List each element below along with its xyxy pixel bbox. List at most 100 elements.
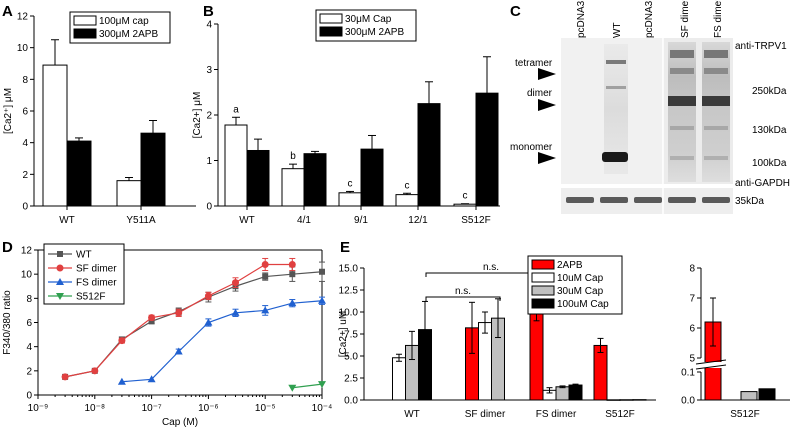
e-legend-swatch (531, 272, 555, 283)
d-x-tick-label: 10⁻⁷ (142, 403, 162, 414)
d-y-tick-label: 8 (26, 294, 32, 305)
e-y-axis-label: [Ca2+] uM (338, 311, 349, 357)
chart-b: 0 1 2 3 4 WT a 4/1 b 9/1 c 12/1 c S512F c [Ca2+] μM 30μM… (192, 9, 500, 226)
b-bar (475, 92, 499, 207)
d-x-tick-label: 10⁻⁹ (28, 403, 49, 414)
b-bar (417, 103, 441, 207)
b-bar (338, 192, 362, 207)
b-y-tick-label: 4 (206, 20, 212, 31)
d-legend-marker (57, 251, 63, 257)
b-bar (246, 149, 270, 207)
a-legend-label: 100μM cap (99, 16, 149, 27)
band-sf-mid (670, 126, 694, 130)
a-bar (42, 64, 68, 207)
panel-label-e: E (340, 239, 350, 256)
d-y-tick-label: 4 (26, 342, 32, 353)
e-bar (568, 384, 583, 401)
d-series-line (121, 300, 323, 383)
e-bar (555, 386, 570, 401)
band-sf-dimer (668, 96, 696, 106)
e-bar (593, 344, 608, 401)
b-bar (360, 148, 384, 207)
d-x-tick-label: 10⁻⁸ (84, 403, 105, 414)
d-data-point (147, 375, 156, 383)
e-inset-y-tick-label: 7 (689, 294, 695, 305)
a-x-tick-label: WT (59, 215, 75, 226)
e-ns-label: n.s. (455, 286, 471, 297)
d-y-tick-label: 10 (21, 270, 33, 281)
e-inset-bar-30cap (740, 391, 758, 401)
chart-e: 0.0 2.5 5.0 7.5 10.0 12.5 15.0 WT SF dimer FS dim… (338, 255, 790, 420)
b-legend-label: 30μM Cap (345, 14, 392, 25)
e-ns-label: n.s. (483, 262, 499, 273)
e-y-tick-label: 10.0 (339, 308, 359, 319)
e-inset-bar-100cap (758, 388, 776, 401)
e-inset-y-tick-label: 8 (689, 264, 695, 275)
e-y-tick-label: 2.5 (344, 374, 358, 385)
d-x-tick-label: 10⁻⁵ (255, 403, 276, 414)
b-y-tick-label: 0 (206, 202, 212, 213)
a-legend-label: 300μM 2APB (99, 29, 158, 40)
d-y-tick-label: 0 (26, 391, 32, 402)
d-data-point (289, 271, 296, 278)
chart-a: 0 2 4 6 8 10 12 WT Y511A [Ca2⁺] μM 100μM cap 300μM … (3, 11, 196, 226)
e-bar (478, 322, 492, 401)
e-y-tick-label: 7.5 (344, 330, 358, 341)
d-data-point (288, 261, 296, 268)
panel-label-b: B (203, 3, 214, 20)
panel-label-a: A (2, 3, 13, 20)
e-inset-break-mark (695, 364, 727, 370)
b-x-tick-label: WT (239, 215, 255, 226)
e-ns-bracket (425, 296, 501, 301)
e-legend-label: 100uM Cap (557, 299, 609, 310)
b-significance-letter: a (233, 104, 239, 115)
e-bar (392, 357, 406, 401)
a-bar (140, 132, 166, 207)
b-x-tick-label: 12/1 (408, 215, 428, 226)
band-fs-dimer (702, 96, 730, 106)
e-y-tick-label: 0.0 (344, 396, 358, 407)
d-y-axis-label: F340/380 ratio (2, 290, 13, 355)
band-wt-monomer (602, 152, 628, 162)
d-data-point (117, 377, 126, 385)
band-label-tetramer: tetramer (515, 58, 553, 69)
a-legend-swatch (73, 15, 97, 26)
gapdh-band-1 (566, 197, 594, 203)
a-y-tick-label: 6 (22, 107, 28, 118)
e-inset-x-tick-label: S512F (730, 409, 759, 420)
b-y-axis-label: [Ca2+] μM (192, 92, 203, 139)
western-blot: pcDNA3 WT pcDNA3 SF dimer FS dimer tetra… (510, 0, 790, 214)
d-data-point (261, 306, 270, 314)
d-data-point (174, 347, 183, 355)
e-bar (619, 399, 634, 401)
e-bar (606, 399, 621, 401)
a-y-tick-label: 4 (22, 138, 28, 149)
b-y-tick-label: 3 (206, 65, 212, 76)
d-legend-marker (56, 278, 64, 285)
a-bar (66, 140, 92, 207)
e-x-tick-label: SF dimer (465, 409, 506, 420)
e-legend-label: 30uM Cap (557, 286, 604, 297)
d-y-tick-label: 12 (21, 246, 33, 257)
gapdh-band-2 (600, 197, 628, 203)
band-wt-tetramer (606, 60, 626, 64)
b-significance-letter: b (290, 151, 296, 162)
d-data-point (204, 318, 213, 326)
a-y-tick-label: 0 (22, 202, 28, 213)
b-bar (453, 203, 477, 207)
b-bar (281, 168, 305, 207)
e-inset-break-gap (698, 362, 728, 368)
d-data-point (231, 308, 240, 316)
marker-100kda: 100kDa (752, 158, 787, 169)
d-data-point (91, 367, 99, 375)
arrow-tetramer-icon (538, 68, 556, 80)
d-legend-label: WT (76, 250, 92, 261)
a-bar (116, 180, 142, 207)
d-x-axis-label: Cap (M) (162, 417, 198, 428)
b-significance-letter: c (405, 180, 410, 191)
b-significance-letter: c (463, 191, 468, 202)
e-y-tick-label: 12.5 (339, 286, 359, 297)
b-significance-letter: c (348, 178, 353, 189)
chart-d: 0 2 4 6 8 10 12 10⁻⁹ 10⁻⁸ 10⁻⁷ 10⁻⁶ 10⁻⁵ 10⁻⁴ Cap (M)… (2, 243, 332, 428)
